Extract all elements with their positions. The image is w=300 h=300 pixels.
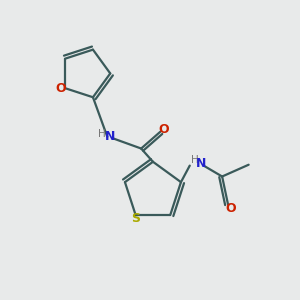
Text: N: N (196, 157, 206, 170)
Text: O: O (158, 123, 169, 136)
Text: S: S (131, 212, 140, 225)
Text: O: O (226, 202, 236, 215)
Text: H: H (191, 155, 199, 165)
Text: O: O (55, 82, 66, 95)
Text: H: H (98, 129, 106, 140)
Text: N: N (104, 130, 115, 143)
